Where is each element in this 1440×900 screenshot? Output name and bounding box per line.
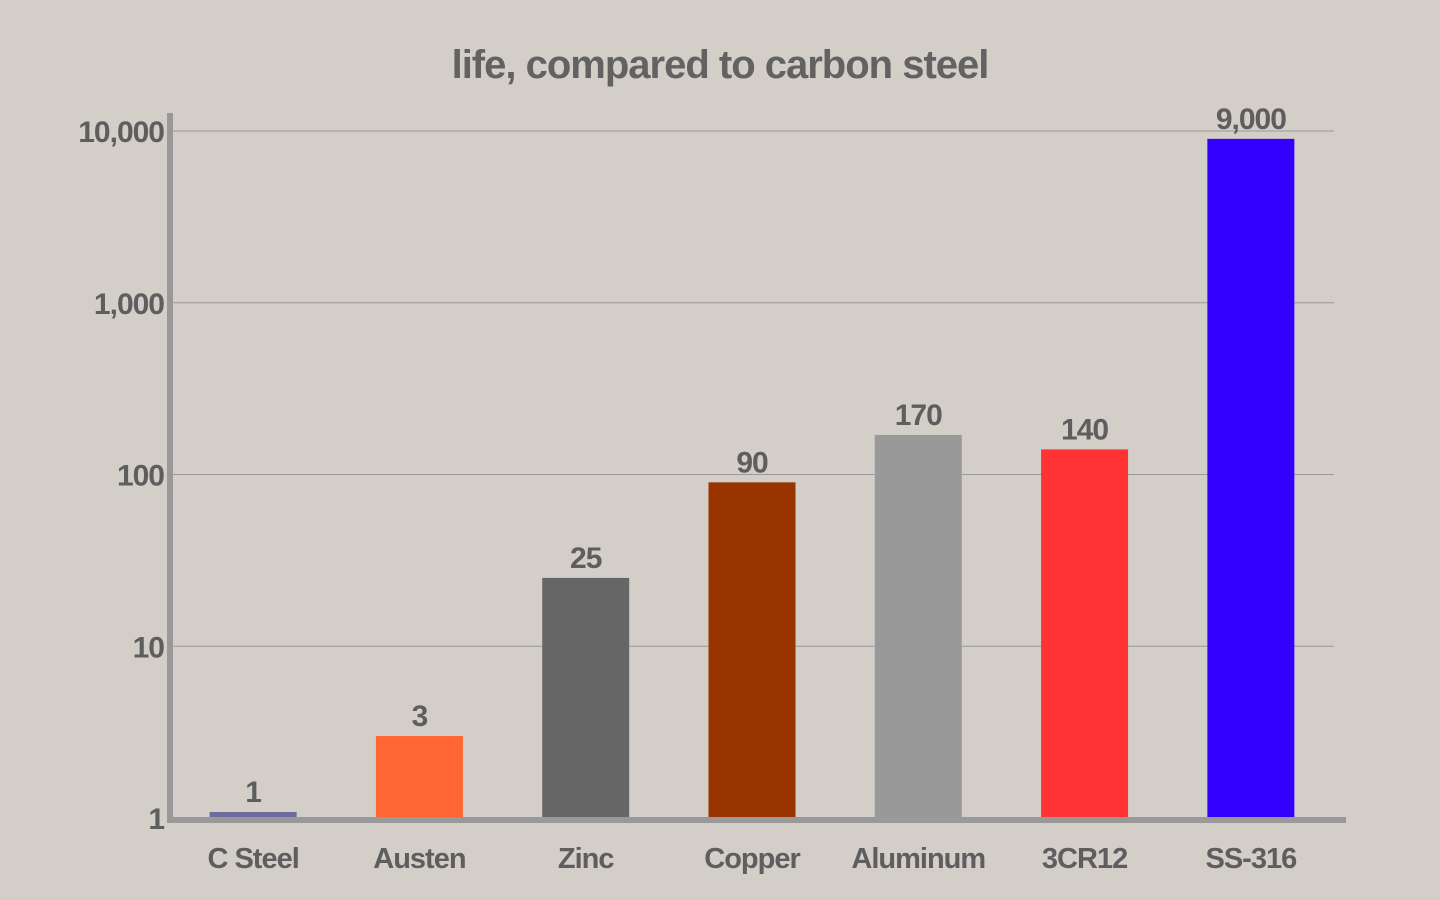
category-label: SS-316 (1205, 843, 1297, 875)
axes (167, 113, 1346, 823)
y-tick-label: 10,000 (78, 116, 164, 149)
category-label: Copper (704, 843, 800, 875)
category-label: Austen (373, 843, 465, 875)
data-label: 25 (570, 542, 602, 575)
bars (209, 138, 1295, 818)
bar-3cr12 (1041, 449, 1129, 818)
y-tick-label: 100 (117, 460, 164, 493)
y-tick-label: 1,000 (94, 288, 164, 321)
chart-title: life, compared to carbon steel (452, 43, 989, 87)
data-label: 3 (412, 700, 428, 733)
bar-aluminum (874, 434, 962, 818)
data-labels: 1 3 25 90 170 140 9,000 (245, 103, 1287, 809)
category-label: Aluminum (851, 843, 985, 875)
data-label: 90 (736, 446, 768, 479)
data-label: 1 (245, 776, 261, 809)
bar-c-steel (209, 812, 297, 818)
bar-ss-316 (1207, 138, 1295, 818)
data-label: 140 (1061, 413, 1108, 446)
bar-austen (375, 736, 463, 818)
category-label: Zinc (558, 843, 614, 875)
data-label: 9,000 (1216, 103, 1286, 136)
y-tick-labels: 1 10 100 1,000 10,000 (78, 116, 165, 836)
y-tick-label: 10 (133, 631, 165, 664)
category-label: 3CR12 (1042, 843, 1127, 875)
bar-zinc (542, 577, 630, 818)
y-tick-label: 1 (148, 803, 164, 836)
category-labels: C Steel Austen Zinc Copper Aluminum 3CR12 SS-3… (207, 843, 1298, 875)
bar-copper (708, 482, 796, 818)
data-label: 170 (895, 399, 942, 432)
category-label: C Steel (207, 843, 298, 875)
